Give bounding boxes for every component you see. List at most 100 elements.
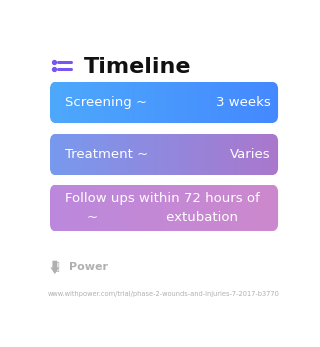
Bar [114,185,116,231]
Bar [134,82,136,123]
Bar [240,134,242,175]
Bar [270,134,272,175]
Bar [129,82,130,123]
Bar [222,134,224,175]
Bar [220,82,221,123]
Bar [146,185,148,231]
Bar [121,82,122,123]
Text: Power: Power [68,262,108,272]
Bar [223,134,225,175]
Bar [211,185,212,231]
Bar [83,185,84,231]
Bar [158,82,160,123]
Bar [82,185,84,231]
Bar [256,134,258,175]
Bar [181,82,183,123]
Bar [180,134,182,175]
Bar [61,82,63,123]
Bar [81,134,82,175]
Bar [229,82,231,123]
Bar [163,185,164,231]
Bar [68,82,70,123]
Bar [145,185,146,231]
Bar [114,134,116,175]
Bar [54,134,56,175]
Bar [171,185,172,231]
Bar [132,134,134,175]
Bar [100,82,102,123]
Bar [268,82,269,123]
Bar [198,82,200,123]
Bar [126,82,128,123]
Bar [232,82,234,123]
Bar [212,185,213,231]
Bar [81,82,82,123]
Bar [169,185,170,231]
Bar [244,82,245,123]
Bar [213,82,215,123]
Bar [127,82,129,123]
Bar [59,82,61,123]
Bar [149,185,151,231]
Bar [223,185,225,231]
Bar [166,134,168,175]
Bar [274,134,275,175]
Bar [172,185,174,231]
Bar [196,82,197,123]
Bar [197,134,199,175]
Bar [50,185,52,231]
Bar [145,82,146,123]
Bar [271,185,273,231]
Bar [201,82,202,123]
Bar [232,134,234,175]
Bar [207,134,209,175]
Bar [74,185,76,231]
Bar [129,185,130,231]
Bar [177,82,178,123]
Bar [221,82,223,123]
Bar [165,185,167,231]
Bar [94,185,96,231]
Bar [83,82,84,123]
Bar [266,185,267,231]
Bar [132,185,134,231]
Bar [177,185,178,231]
Bar [130,82,132,123]
Bar [245,134,247,175]
Bar [77,185,79,231]
Bar [135,82,137,123]
Bar [252,185,253,231]
Bar [242,82,243,123]
Bar [109,134,111,175]
Bar [213,185,215,231]
Bar [228,82,229,123]
Bar [130,134,132,175]
Bar [224,134,226,175]
Bar [181,185,183,231]
Bar [119,185,121,231]
Text: Ⓟ: Ⓟ [53,262,60,272]
Bar [53,82,55,123]
Bar [69,185,71,231]
Bar [246,134,248,175]
Bar [148,134,150,175]
Bar [198,134,200,175]
Bar [143,185,145,231]
Bar [155,134,156,175]
Bar [231,185,233,231]
Bar [258,82,259,123]
Bar [261,185,263,231]
Bar [243,134,244,175]
Bar [214,82,216,123]
Bar [267,185,268,231]
Bar [163,82,164,123]
Bar [247,82,249,123]
Bar [62,185,64,231]
Bar [112,82,113,123]
Bar [155,185,156,231]
Bar [149,134,151,175]
Bar [237,134,239,175]
Text: www.withpower.com/trial/phase-2-wounds-and-injuries-7-2017-b3770: www.withpower.com/trial/phase-2-wounds-a… [48,291,280,297]
Bar [133,185,135,231]
Bar [125,82,127,123]
